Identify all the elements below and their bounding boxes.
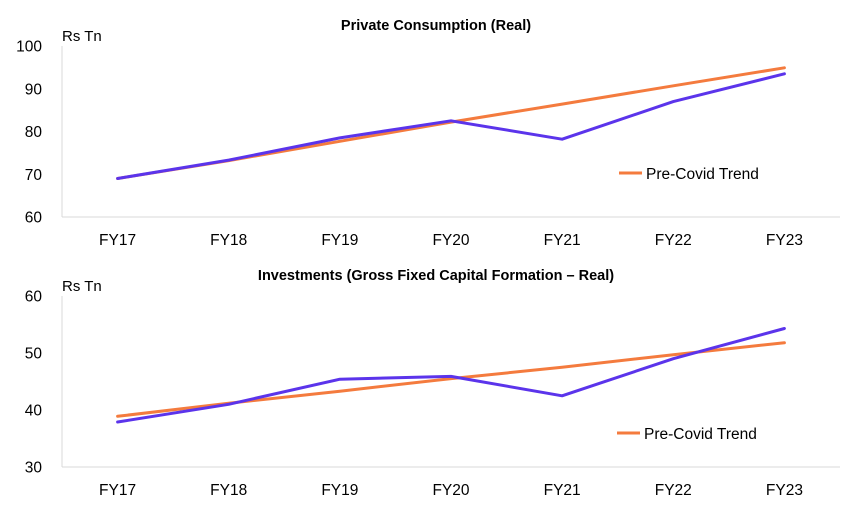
x-tick-label: FY17: [99, 232, 136, 249]
x-tick-label: FY17: [99, 482, 136, 499]
x-tick-label: FY23: [766, 232, 803, 249]
x-tick-label: FY21: [544, 482, 581, 499]
y-tick-label: 40: [25, 403, 43, 420]
y-tick-label: 30: [25, 460, 43, 477]
x-tick-label: FY20: [432, 482, 469, 499]
x-tick-label: FY19: [321, 232, 358, 249]
x-tick-label: FY21: [544, 232, 581, 249]
legend-label-pre-covid-trend: Pre-Covid Trend: [644, 426, 757, 443]
x-tick-label: FY23: [766, 482, 803, 499]
legend-label-pre-covid-trend: Pre-Covid Trend: [646, 166, 759, 183]
x-tick-label: FY19: [321, 482, 358, 499]
y-tick-label: 60: [25, 289, 43, 306]
y-tick-label: 70: [25, 167, 43, 184]
x-tick-label: FY20: [432, 232, 469, 249]
y-tick-labels: 60 70 80 90 100: [16, 39, 42, 227]
investments-chart: Investments (Gross Fixed Capital Formati…: [25, 268, 840, 499]
y-tick-label: 100: [16, 39, 42, 56]
x-tick-label: FY18: [210, 232, 247, 249]
y-tick-label: 90: [25, 81, 43, 98]
y-tick-label: 50: [25, 346, 43, 363]
y-tick-labels: 30 40 50 60: [25, 289, 43, 477]
series-lines: [116, 66, 786, 180]
x-tick-labels: FY17 FY18 FY19 FY20 FY21 FY22 FY23: [99, 232, 803, 249]
y-axis-unit-label: Rs Tn: [62, 278, 102, 295]
actual-series-line: [116, 327, 786, 424]
y-tick-label: 80: [25, 124, 43, 141]
chart-title: Private Consumption (Real): [341, 18, 531, 34]
legend: Pre-Covid Trend: [617, 426, 757, 443]
chart-title: Investments (Gross Fixed Capital Formati…: [258, 268, 614, 284]
x-tick-label: FY22: [655, 232, 692, 249]
series-lines: [116, 327, 786, 424]
private-consumption-chart: Private Consumption (Real) Rs Tn 60 70 80 9…: [16, 18, 840, 249]
y-axis-unit-label: Rs Tn: [62, 28, 102, 45]
x-tick-label: FY18: [210, 482, 247, 499]
actual-series-line: [116, 72, 786, 180]
x-tick-label: FY22: [655, 482, 692, 499]
y-tick-label: 60: [25, 210, 43, 227]
legend: Pre-Covid Trend: [619, 166, 759, 183]
x-tick-labels: FY17 FY18 FY19 FY20 FY21 FY22 FY23: [99, 482, 803, 499]
